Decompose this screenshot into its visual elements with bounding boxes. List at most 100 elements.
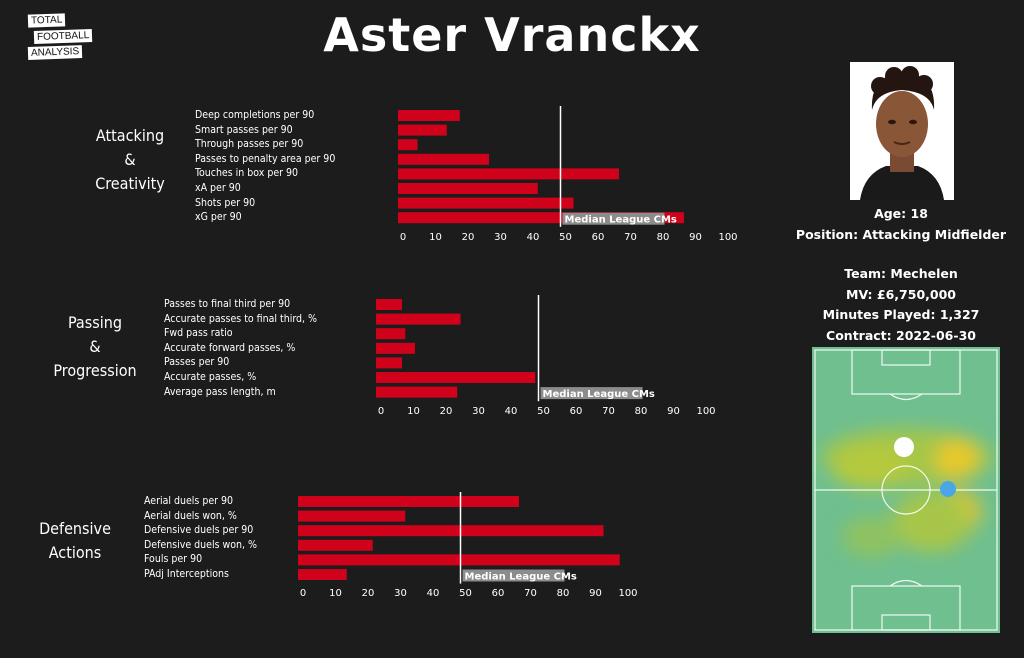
bar xyxy=(298,510,406,522)
median-label: Median League CMs xyxy=(465,572,577,583)
x-tick-label: 100 xyxy=(718,232,737,243)
bar xyxy=(376,299,402,310)
metric-label: xG per 90 xyxy=(195,211,242,224)
x-tick-label: 10 xyxy=(407,406,420,417)
bar xyxy=(398,212,684,224)
player-minutes: Minutes Played: 1,327 xyxy=(822,307,980,322)
metric-label: xA per 90 xyxy=(195,181,241,194)
metric-label: Defensive duels won, % xyxy=(144,538,257,551)
bar xyxy=(376,372,536,383)
bar xyxy=(398,110,460,121)
x-tick-label: 80 xyxy=(557,588,570,599)
x-tick-label: 70 xyxy=(524,588,537,599)
median-label-box xyxy=(540,387,643,400)
bar xyxy=(298,554,620,566)
x-tick-label: 0 xyxy=(378,406,384,417)
x-tick-label: 10 xyxy=(429,232,442,243)
x-tick-label: 60 xyxy=(492,588,505,599)
x-tick-label: 80 xyxy=(635,406,648,417)
metric-label: Accurate forward passes, % xyxy=(164,341,296,354)
metric-label: Average pass length, m xyxy=(164,385,276,398)
player-info-basic: Age: 18 Position: Attacking Midfielder xyxy=(790,204,1012,245)
metric-label: Fouls per 90 xyxy=(144,553,203,566)
metric-label: Aerial duels per 90 xyxy=(144,495,234,507)
bar xyxy=(298,569,347,580)
metric-label: Passes to final third per 90 xyxy=(164,298,291,310)
bar xyxy=(298,496,519,507)
x-tick-label: 60 xyxy=(592,232,605,243)
metric-labels-passing: Passes to final third per 90 Accurate pa… xyxy=(164,297,317,399)
section-label-line: Defensive xyxy=(39,519,111,538)
metric-label: Accurate passes to final third, % xyxy=(164,312,318,325)
x-tick-label: 30 xyxy=(494,232,507,243)
player-contract: Contract: 2022-06-30 xyxy=(826,327,976,343)
section-label-attacking: Attacking & Creativity xyxy=(80,124,180,196)
median-label: Median League CMs xyxy=(565,215,677,226)
metric-label: Deep completions per 90 xyxy=(195,109,315,121)
bar xyxy=(376,386,458,398)
x-tick-label: 40 xyxy=(505,406,518,417)
player-team: Team: Mechelen xyxy=(844,266,958,281)
section-label-line: Progression xyxy=(53,361,137,380)
x-tick-label: 60 xyxy=(570,406,583,417)
section-label-defensive: Defensive Actions xyxy=(25,517,125,565)
bar xyxy=(376,357,402,369)
median-label-box xyxy=(462,569,565,582)
metric-label: Passes per 90 xyxy=(164,356,230,369)
bar xyxy=(376,328,406,340)
bar xyxy=(376,313,461,325)
metric-label: Defensive duels per 90 xyxy=(144,524,254,537)
metric-label: Passes to penalty area per 90 xyxy=(195,152,336,165)
bar xyxy=(398,183,538,194)
bar xyxy=(398,124,447,136)
metric-label: Fwd pass ratio xyxy=(164,327,233,340)
median-label: Median League CMs xyxy=(543,389,655,400)
x-tick-label: 50 xyxy=(559,232,572,243)
section-label-line: Passing xyxy=(67,313,123,332)
bar xyxy=(298,525,604,537)
player-info-details: Team: Mechelen MV: £6,750,000 Minutes Pl… xyxy=(790,264,1012,346)
metric-label: Aerial duels won, % xyxy=(144,509,237,522)
x-tick-label: 50 xyxy=(459,588,472,599)
player-age: Age: 18 xyxy=(874,206,928,221)
metric-label: PAdj Interceptions xyxy=(144,567,229,580)
section-label-passing: Passing & Progression xyxy=(40,311,150,383)
x-tick-label: 10 xyxy=(329,588,342,599)
x-tick-label: 100 xyxy=(618,588,637,599)
metric-label: Through passes per 90 xyxy=(195,138,304,151)
x-tick-label: 50 xyxy=(537,406,550,417)
metric-label: Shots per 90 xyxy=(195,196,256,209)
player-market-value: MV: £6,750,000 xyxy=(846,286,956,302)
x-tick-label: 40 xyxy=(427,588,440,599)
page-title: Aster Vranckx xyxy=(323,8,701,62)
x-tick-label: 20 xyxy=(462,232,475,243)
x-tick-label: 0 xyxy=(300,588,306,599)
metric-label: Touches in box per 90 xyxy=(195,167,299,180)
metric-labels-attacking: Deep completions per 90 Smart passes per… xyxy=(195,108,335,225)
x-tick-label: 40 xyxy=(527,232,540,243)
bar xyxy=(298,539,373,551)
bar xyxy=(398,139,418,151)
x-tick-label: 0 xyxy=(400,232,406,243)
x-tick-label: 20 xyxy=(440,406,453,417)
x-tick-label: 90 xyxy=(689,232,702,243)
bar xyxy=(398,197,574,209)
section-label-line: Attacking xyxy=(95,126,165,145)
bar xyxy=(398,168,619,180)
section-label-line: Creativity xyxy=(95,174,165,193)
section-label-line: & xyxy=(124,150,136,169)
x-tick-label: 100 xyxy=(696,406,715,417)
section-label-line: & xyxy=(89,337,101,356)
metric-label: Accurate passes, % xyxy=(164,370,257,383)
x-tick-label: 90 xyxy=(589,588,602,599)
bar xyxy=(398,153,489,165)
bar xyxy=(376,342,415,354)
metric-labels-defensive: Aerial duels per 90 Aerial duels won, % … xyxy=(144,494,257,582)
x-tick-label: 20 xyxy=(362,588,375,599)
x-tick-label: 30 xyxy=(394,588,407,599)
x-tick-label: 80 xyxy=(657,232,670,243)
player-portrait-icon xyxy=(850,62,954,200)
player-position: Position: Attacking Midfielder xyxy=(795,226,1007,242)
x-tick-label: 90 xyxy=(667,406,680,417)
